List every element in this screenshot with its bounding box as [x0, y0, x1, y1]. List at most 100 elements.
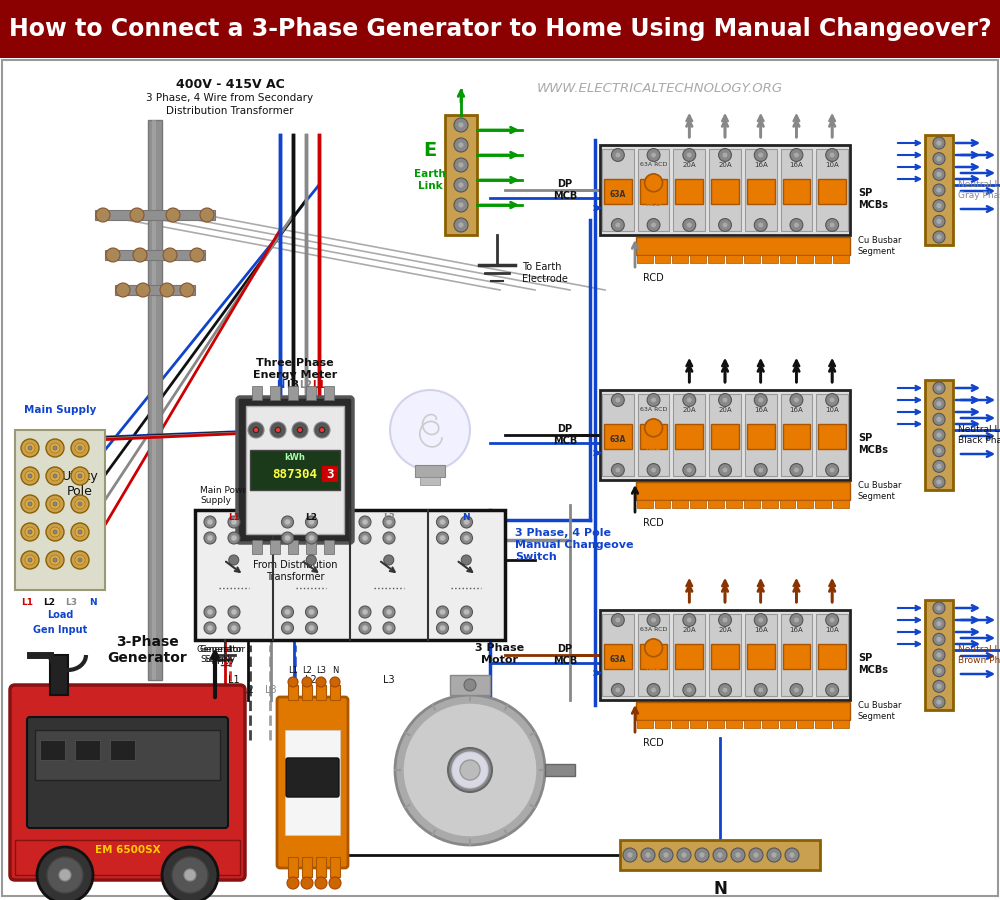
Circle shape: [75, 527, 85, 537]
Bar: [815, 720, 831, 728]
Bar: [110, 740, 135, 760]
Circle shape: [933, 200, 945, 212]
Text: RCD: RCD: [645, 665, 662, 671]
Circle shape: [754, 614, 767, 626]
Circle shape: [826, 684, 839, 697]
Circle shape: [611, 684, 624, 697]
Circle shape: [936, 140, 942, 146]
Bar: [673, 614, 705, 696]
Bar: [709, 614, 741, 696]
Circle shape: [75, 499, 85, 509]
Circle shape: [647, 148, 660, 161]
Text: 3 Phase, 4 Pole
Manual Changeove
Switch: 3 Phase, 4 Pole Manual Changeove Switch: [515, 528, 634, 562]
Circle shape: [50, 555, 60, 565]
Circle shape: [436, 622, 448, 634]
Bar: [726, 720, 742, 728]
Circle shape: [46, 439, 64, 457]
Text: N: N: [276, 380, 284, 390]
Circle shape: [681, 852, 687, 858]
Circle shape: [288, 677, 298, 687]
Bar: [316, 857, 326, 877]
Circle shape: [28, 446, 32, 450]
Text: DP
MCB: DP MCB: [553, 424, 577, 446]
Bar: [818, 644, 846, 670]
Circle shape: [163, 248, 177, 262]
Circle shape: [754, 464, 767, 476]
Circle shape: [231, 535, 237, 541]
Bar: [604, 424, 632, 449]
Circle shape: [936, 479, 942, 485]
Circle shape: [231, 609, 237, 615]
Text: 16A: 16A: [790, 162, 803, 167]
Bar: [815, 500, 831, 508]
Bar: [316, 685, 326, 700]
Circle shape: [287, 877, 299, 889]
Circle shape: [826, 219, 839, 231]
Circle shape: [359, 516, 371, 528]
Circle shape: [207, 625, 213, 631]
Bar: [672, 720, 688, 728]
Circle shape: [386, 535, 392, 541]
Circle shape: [71, 495, 89, 513]
Circle shape: [282, 606, 294, 618]
Circle shape: [75, 471, 85, 481]
Text: 10A: 10A: [825, 162, 839, 167]
Circle shape: [301, 877, 313, 889]
Circle shape: [611, 148, 624, 161]
Circle shape: [933, 153, 945, 165]
Circle shape: [248, 422, 264, 438]
Bar: [250, 450, 340, 490]
Circle shape: [37, 847, 93, 900]
Circle shape: [686, 152, 692, 158]
Text: Main Power
Supply: Main Power Supply: [200, 486, 252, 505]
Circle shape: [460, 760, 480, 780]
Circle shape: [754, 219, 767, 231]
Circle shape: [936, 447, 942, 454]
Circle shape: [21, 551, 39, 569]
Circle shape: [826, 614, 839, 626]
Bar: [783, 424, 810, 449]
Text: DP
MCB: DP MCB: [553, 644, 577, 666]
Bar: [638, 394, 669, 476]
Circle shape: [933, 634, 945, 645]
Bar: [690, 500, 706, 508]
Circle shape: [645, 418, 662, 436]
Bar: [726, 500, 742, 508]
Bar: [105, 250, 205, 260]
Text: Generator
Supply: Generator Supply: [200, 645, 246, 664]
Circle shape: [330, 677, 340, 687]
Text: 3 Phase, 4 Wire from Secondary: 3 Phase, 4 Wire from Secondary: [146, 93, 314, 103]
Circle shape: [933, 137, 945, 149]
Circle shape: [318, 426, 326, 434]
Circle shape: [936, 234, 942, 240]
Circle shape: [50, 471, 60, 481]
Circle shape: [28, 530, 32, 534]
Circle shape: [136, 283, 150, 297]
Circle shape: [719, 148, 731, 161]
Bar: [638, 614, 669, 696]
Bar: [288, 857, 298, 877]
Circle shape: [440, 625, 446, 631]
Circle shape: [749, 848, 763, 862]
Circle shape: [719, 614, 731, 626]
Circle shape: [794, 397, 799, 403]
Text: RCD: RCD: [643, 518, 664, 528]
Circle shape: [615, 687, 621, 693]
Bar: [762, 255, 778, 263]
Circle shape: [46, 523, 64, 541]
Circle shape: [46, 495, 64, 513]
Circle shape: [200, 208, 214, 222]
Circle shape: [440, 519, 446, 525]
Circle shape: [647, 684, 660, 697]
Text: L3: L3: [383, 513, 395, 522]
Circle shape: [683, 393, 696, 407]
Circle shape: [794, 687, 799, 693]
Bar: [797, 720, 813, 728]
Circle shape: [96, 208, 110, 222]
Bar: [15, 840, 240, 875]
Bar: [302, 685, 312, 700]
Circle shape: [21, 495, 39, 513]
Circle shape: [647, 464, 660, 476]
Circle shape: [454, 218, 468, 232]
Circle shape: [794, 222, 799, 228]
